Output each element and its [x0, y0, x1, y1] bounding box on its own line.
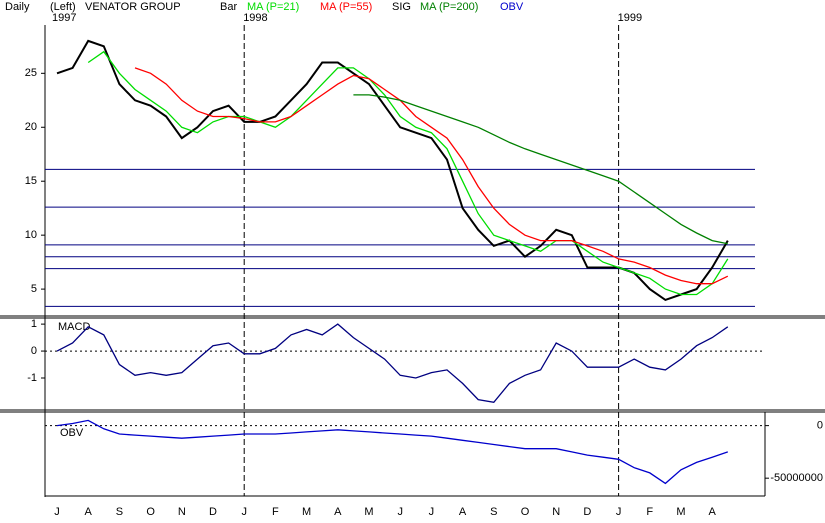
series-line [56, 323, 729, 404]
y-tick-label: 0 [31, 345, 37, 357]
x-tick-label: A [334, 506, 342, 518]
x-tick-label: D [209, 506, 217, 518]
year-label: 1997 [52, 12, 76, 24]
x-tick-label: J [429, 506, 435, 518]
x-tick-label: J [54, 506, 60, 518]
y-tick-label: 10 [25, 229, 37, 241]
x-tick-label: A [85, 506, 93, 518]
macd-label: MACD [58, 321, 90, 333]
legend-label: OBV [500, 1, 524, 13]
series-line [56, 39, 729, 302]
x-tick-label: A [459, 506, 467, 518]
x-tick-label: O [521, 506, 530, 518]
x-tick-label: N [552, 506, 560, 518]
x-tick-label: J [397, 506, 403, 518]
x-tick-label: J [241, 506, 247, 518]
x-tick-label: M [302, 506, 311, 518]
legend-label: MA (P=55) [320, 1, 372, 13]
x-tick-label: O [146, 506, 155, 518]
x-tick-label: J [616, 506, 622, 518]
period-label: Daily [5, 1, 30, 13]
x-tick-label: D [583, 506, 591, 518]
y-tick-label: 25 [25, 67, 37, 79]
x-tick-label: M [364, 506, 373, 518]
y-tick-label: -50000000 [770, 472, 823, 484]
x-tick-label: F [646, 506, 653, 518]
series-line [56, 419, 729, 485]
series-line [134, 67, 729, 285]
year-label: 1999 [618, 12, 642, 24]
x-tick-label: M [676, 506, 685, 518]
chart-title: VENATOR GROUP [85, 1, 181, 13]
signal-label: SIG [392, 1, 411, 13]
legend-label: MA (P=21) [247, 1, 299, 13]
y-tick-label: 15 [25, 175, 37, 187]
series-line [87, 50, 729, 296]
obv-label: OBV [60, 427, 84, 439]
x-tick-label: S [116, 506, 123, 518]
y-tick-label: 0 [817, 420, 823, 432]
series-line [353, 94, 728, 245]
y-tick-label: -1 [27, 372, 37, 384]
x-tick-label: F [272, 506, 279, 518]
legend-label: Bar [220, 1, 237, 13]
y-tick-label: 20 [25, 121, 37, 133]
x-tick-label: N [178, 506, 186, 518]
axis-side-label: (Left) [50, 1, 76, 13]
legend-label: MA (P=200) [420, 1, 478, 13]
y-tick-label: 5 [31, 283, 37, 295]
x-tick-label: A [709, 506, 717, 518]
year-label: 1998 [243, 12, 267, 24]
x-tick-label: S [490, 506, 497, 518]
frame [0, 25, 825, 497]
y-tick-label: 1 [31, 318, 37, 330]
